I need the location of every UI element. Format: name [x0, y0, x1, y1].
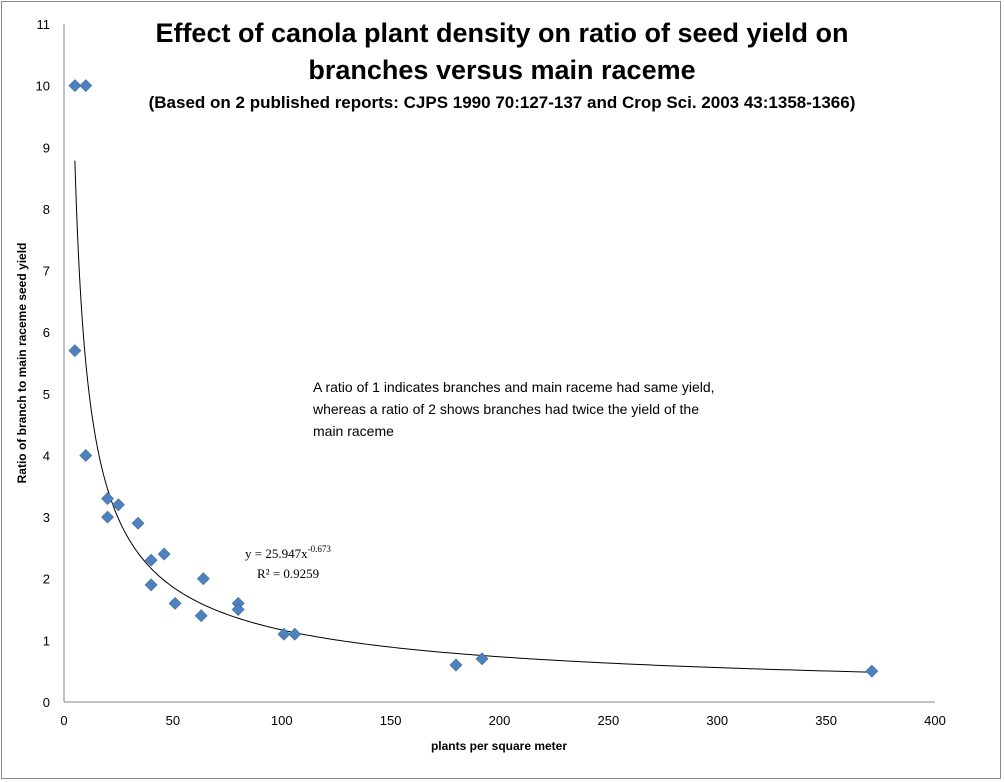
data-point	[168, 596, 182, 610]
data-point	[196, 572, 210, 586]
data-point	[131, 516, 145, 530]
y-tick-label: 0	[43, 695, 50, 710]
annotation-line-2: whereas a ratio of 2 shows branches had …	[312, 401, 699, 417]
chart-subtitle: (Based on 2 published reports: CJPS 1990…	[149, 93, 856, 112]
y-tick-label: 11	[37, 17, 51, 32]
data-point	[101, 510, 114, 524]
y-ticks: 0 1 2 3 4 5 6 7 8 9 10 11	[36, 17, 50, 710]
data-point	[101, 492, 114, 506]
data-points	[68, 79, 879, 678]
y-tick-label: 5	[43, 387, 50, 402]
x-tick-label: 300	[706, 713, 728, 728]
data-point	[865, 664, 879, 678]
data-point	[144, 553, 158, 567]
data-point	[79, 79, 93, 93]
data-point	[157, 547, 171, 561]
data-point	[68, 79, 82, 93]
x-tick-label: 400	[924, 713, 946, 728]
y-tick-label: 3	[43, 510, 50, 525]
data-point	[112, 498, 125, 512]
data-point	[194, 609, 208, 623]
trendline	[74, 160, 872, 673]
y-tick-label: 6	[43, 325, 50, 340]
x-ticks: 0 50 100 150 200 250 300 350 400	[60, 713, 945, 728]
trendline-equation: y = 25.947x-0.673	[245, 544, 331, 561]
chart-title-line1: Effect of canola plant density on ratio …	[155, 18, 848, 48]
axes	[63, 24, 935, 703]
y-tick-label: 1	[43, 633, 50, 648]
x-tick-label: 200	[489, 713, 511, 728]
y-tick-label: 8	[43, 202, 50, 217]
data-point	[475, 652, 489, 666]
annotation-line-1: A ratio of 1 indicates branches and main…	[313, 379, 715, 395]
data-point	[449, 658, 463, 672]
chart-title-line2: branches versus main raceme	[308, 55, 695, 85]
y-tick-label: 4	[43, 448, 50, 463]
x-tick-label: 350	[815, 713, 837, 728]
data-point	[231, 603, 245, 616]
y-tick-label: 2	[43, 572, 50, 587]
y-tick-label: 7	[43, 264, 50, 279]
x-tick-label: 0	[60, 713, 67, 728]
data-point	[288, 627, 302, 641]
trendline-r2: R² = 0.9259	[257, 566, 319, 581]
trendline-equation-exponent: -0.673	[308, 544, 332, 554]
data-point	[68, 344, 82, 358]
x-tick-label: 100	[271, 713, 293, 728]
x-tick-label: 150	[380, 713, 402, 728]
trendline-equation-base: y = 25.947x	[245, 546, 308, 561]
y-tick-label: 9	[43, 140, 50, 155]
x-tick-label: 250	[598, 713, 620, 728]
x-axis-title: plants per square meter	[431, 739, 567, 753]
annotation-line-3: main raceme	[313, 423, 394, 439]
data-point	[144, 578, 158, 592]
y-tick-label: 10	[36, 79, 50, 94]
x-tick-label: 50	[166, 713, 180, 728]
data-point	[277, 627, 291, 641]
data-point	[79, 449, 93, 462]
y-axis-title: Ratio of branch to main raceme seed yiel…	[15, 243, 29, 484]
